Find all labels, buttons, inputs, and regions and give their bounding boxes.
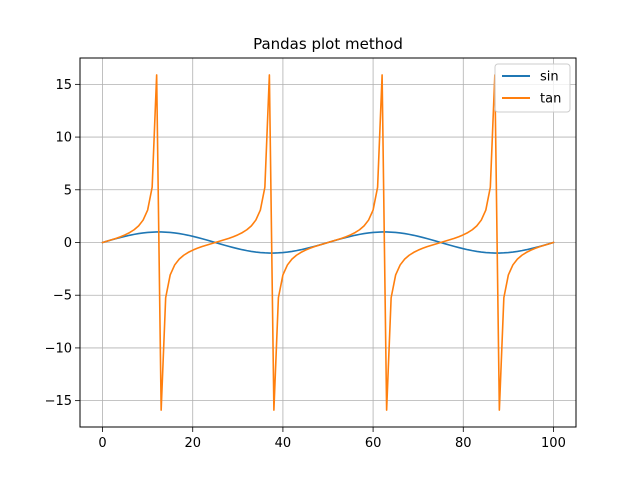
- legend: sin tan: [494, 63, 571, 113]
- series-line-tan: [101, 74, 555, 411]
- y-tick-label: −10: [45, 341, 72, 356]
- y-tick-label: 10: [55, 131, 72, 146]
- series-layer: [101, 74, 555, 411]
- legend-label-tan: tan: [540, 92, 561, 107]
- x-tick-label: 20: [184, 436, 201, 451]
- y-tick-label: −5: [53, 289, 72, 304]
- y-tick-label: 5: [64, 183, 72, 198]
- chart-title: Pandas plot method: [253, 35, 403, 53]
- x-tick-label: 60: [365, 436, 382, 451]
- legend-label-sin: sin: [540, 70, 559, 85]
- x-tick-label: 40: [275, 436, 292, 451]
- y-tick-label: −15: [45, 394, 72, 409]
- tick-layer: 0 20 40 60 80 100 −15 −10 −5 0 5 10 15: [45, 78, 566, 451]
- y-tick-label: 0: [64, 236, 72, 251]
- x-tick-label: 0: [98, 436, 106, 451]
- y-tick-label: 15: [55, 78, 72, 93]
- x-tick-label: 100: [541, 436, 566, 451]
- x-tick-label: 80: [455, 436, 472, 451]
